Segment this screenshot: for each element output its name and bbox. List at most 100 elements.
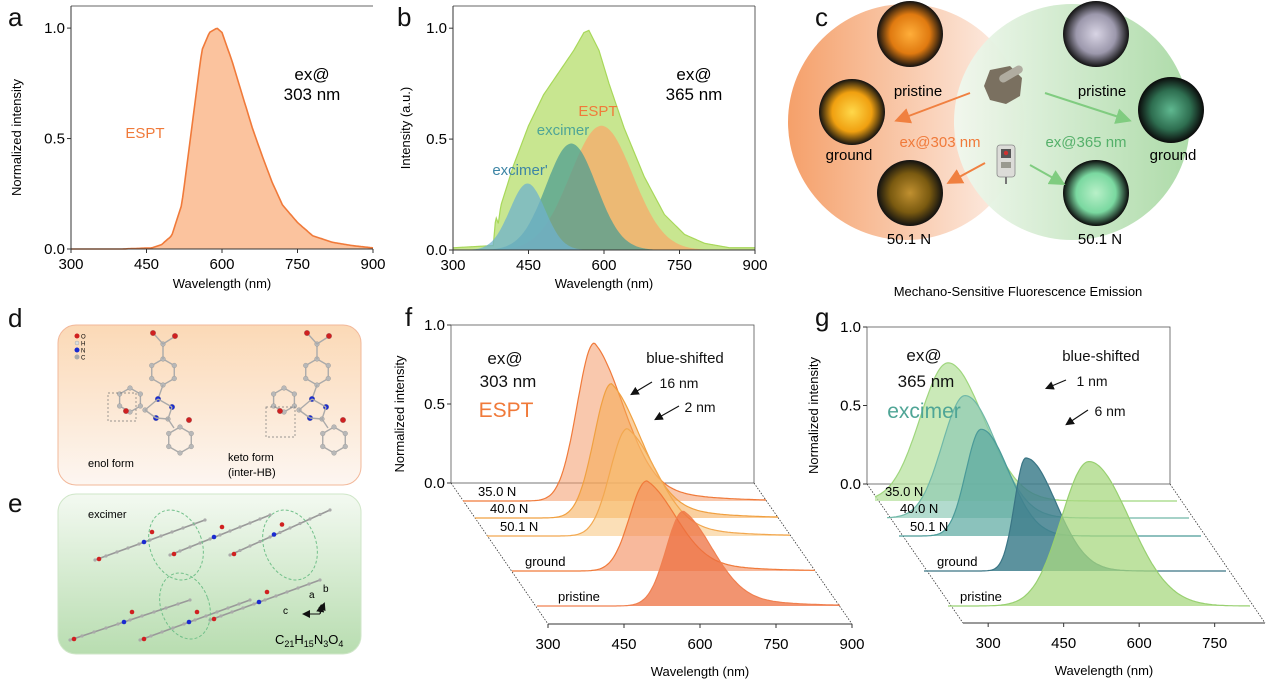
oxygen-atom xyxy=(141,636,147,642)
y-tick-label: 1.0 xyxy=(424,317,445,334)
series-label-4: pristine xyxy=(960,589,1002,604)
x-tick-label: 900 xyxy=(742,257,767,274)
carbon-atom xyxy=(288,526,292,530)
carbon-atom xyxy=(178,549,182,553)
y-tick-label: 0.5 xyxy=(424,396,445,413)
series-label-2: 50.1 N xyxy=(500,519,538,534)
y-tick-label: 0.5 xyxy=(840,398,861,415)
carbon-atom xyxy=(248,521,252,525)
excimer-dimer-circle-1 xyxy=(148,509,204,581)
bond xyxy=(316,336,329,345)
carbon-atom xyxy=(104,554,108,558)
carbon-atom xyxy=(68,638,72,642)
y-tick-label: 1.0 xyxy=(840,319,861,336)
series-line-2 xyxy=(487,428,790,537)
carbon-atom xyxy=(248,544,252,548)
carbon-atom xyxy=(149,375,155,382)
enol-highlight-box xyxy=(107,392,137,422)
pristine-white-photo xyxy=(1063,1,1129,67)
legend-o: O xyxy=(81,335,86,341)
annotation-espt: ESPT xyxy=(125,125,164,142)
carbon-atom xyxy=(325,362,331,369)
x-tick-label: 450 xyxy=(1051,635,1076,652)
series-area-4 xyxy=(537,511,840,606)
x-tick-label: 750 xyxy=(285,256,310,273)
x-tick-label: 900 xyxy=(839,636,864,653)
carbon-atom xyxy=(271,391,277,397)
x-tick-label: 750 xyxy=(763,636,788,653)
carbon-atom xyxy=(298,521,302,526)
bond xyxy=(298,398,313,411)
bond xyxy=(162,336,175,345)
x-tick-label: 750 xyxy=(667,257,692,274)
label-excimer: excimer xyxy=(537,122,590,139)
carbon-atom xyxy=(138,638,142,642)
nitrogen-atom xyxy=(256,599,262,605)
carbon-atom xyxy=(325,375,331,382)
oxygen-atom xyxy=(186,417,192,423)
keto-form-sublabel: (inter-HB) xyxy=(228,467,276,479)
carbon-atom xyxy=(278,530,282,535)
carbon-atom xyxy=(137,542,141,546)
carbon-atom xyxy=(228,553,232,557)
series-label-1: 40.0 N xyxy=(490,501,528,516)
keto-highlight-box xyxy=(265,406,296,438)
carbon-atom xyxy=(198,541,202,545)
carbon-atom xyxy=(303,375,309,382)
series-line-4 xyxy=(537,510,840,607)
axis-b-label: b xyxy=(323,584,329,595)
carbon-atom xyxy=(137,391,143,397)
x-axis-title: Wavelength (nm) xyxy=(555,276,654,291)
carbon-atom xyxy=(171,375,177,382)
e-background xyxy=(57,493,362,655)
axis-c-label: c xyxy=(283,606,288,617)
oxygen-atom xyxy=(172,333,178,339)
force-gauge-icon xyxy=(996,144,1016,184)
panel-label-d: d xyxy=(8,303,23,333)
panel-label-f: f xyxy=(405,302,413,332)
bond xyxy=(309,417,323,420)
bond xyxy=(144,409,157,419)
c-left-force-label: 50.1 N xyxy=(887,231,931,248)
oxygen-atom xyxy=(71,636,77,642)
bond xyxy=(321,418,329,429)
carbon-atom xyxy=(248,598,252,602)
series-line-3 xyxy=(512,480,815,572)
carbon-atom xyxy=(331,450,337,456)
oxygen-atom xyxy=(129,609,135,615)
carbon-atom xyxy=(203,518,207,522)
panel-label-e: e xyxy=(8,488,23,518)
carbon-atom xyxy=(164,606,168,610)
bond xyxy=(144,398,159,411)
carbon-atom xyxy=(328,508,332,512)
oxygen-atom xyxy=(304,330,310,336)
oxygen-atom xyxy=(277,408,283,414)
annotation-shift-16nm: 16 nm xyxy=(660,375,699,391)
oxygen-atom xyxy=(149,529,155,535)
carbon-atom xyxy=(149,634,153,638)
carbon-atom xyxy=(171,626,175,630)
arrow-to-ground-orange xyxy=(894,92,971,124)
carbon-atom xyxy=(291,403,297,409)
crystal-packing-model xyxy=(68,508,332,642)
oxygen-atom xyxy=(171,551,177,557)
annotation-shift-6nm: 6 nm xyxy=(1094,403,1125,419)
label-excimer-prime: excimer' xyxy=(492,162,548,179)
y-tick-label: 1.0 xyxy=(426,20,447,37)
bond xyxy=(157,398,173,408)
y-tick-label: 0.0 xyxy=(424,475,445,492)
carbon-atom xyxy=(92,630,96,634)
oxygen-atom xyxy=(211,616,217,622)
annotation-ex: ex@ xyxy=(676,65,711,84)
legend-n: N xyxy=(81,349,85,355)
annotation-wavelength: 303 nm xyxy=(480,372,537,391)
oxygen-atom xyxy=(123,408,129,414)
carbon-atom xyxy=(342,430,348,437)
y-tick-label: 0.0 xyxy=(44,241,65,258)
bond xyxy=(155,417,169,420)
shift-arrow-0 xyxy=(630,381,653,396)
panel-f-chart: 0.0 0.5 1.0 Normalized intensity 300 450 600 75… xyxy=(392,317,865,679)
bond xyxy=(153,333,164,345)
oxygen-atom xyxy=(340,417,346,423)
carbon-atom xyxy=(176,602,180,606)
